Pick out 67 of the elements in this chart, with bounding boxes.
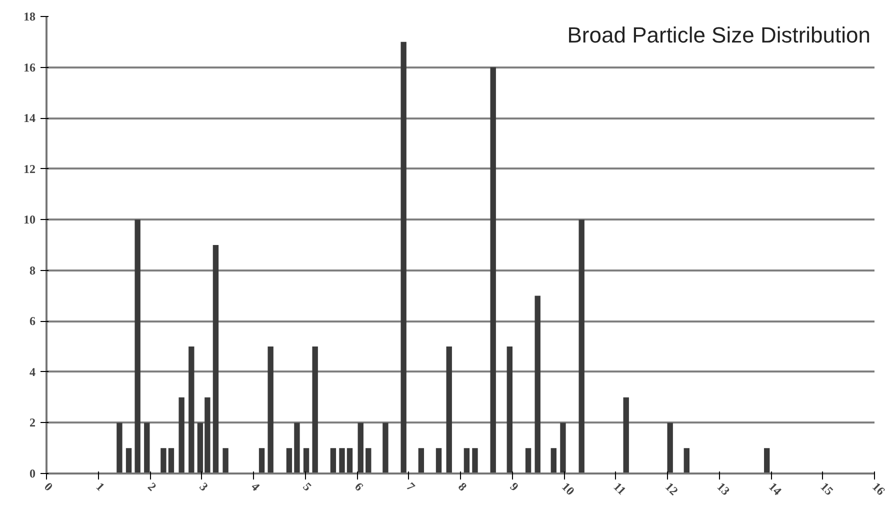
bar <box>116 422 122 474</box>
y-tick-label: 16 <box>24 60 36 74</box>
x-tick-label: 10 <box>559 480 578 498</box>
y-tick-label: 18 <box>24 10 36 24</box>
bar <box>168 448 174 474</box>
bar <box>222 448 228 474</box>
bar <box>366 448 372 474</box>
y-tick-label: 12 <box>24 162 36 176</box>
bar <box>212 245 219 474</box>
bar <box>534 296 540 474</box>
y-tick-label: 2 <box>30 416 36 430</box>
bar <box>400 42 406 474</box>
bar <box>358 422 364 474</box>
x-tick-label: 3 <box>196 480 211 494</box>
bar <box>294 422 300 474</box>
bar <box>258 448 265 474</box>
bar <box>667 422 673 474</box>
bar <box>490 67 496 474</box>
bar <box>339 448 345 474</box>
x-tick-label: 0 <box>42 480 56 494</box>
bar <box>525 448 532 474</box>
bar <box>330 448 336 474</box>
bar <box>268 346 274 474</box>
bar <box>134 220 140 474</box>
y-tick-label: 10 <box>24 212 36 227</box>
x-tick-label: 2 <box>145 480 160 494</box>
bar <box>764 448 770 474</box>
bar <box>578 220 584 474</box>
bar <box>623 397 629 474</box>
bar <box>436 448 442 474</box>
x-tick-label: 1 <box>93 480 108 494</box>
x-tick-label: 11 <box>610 480 629 498</box>
y-tick-label: 8 <box>30 263 36 278</box>
x-tick-label: 13 <box>714 480 733 498</box>
x-tick-label: 14 <box>766 480 784 498</box>
x-tick-label: 5 <box>300 480 314 494</box>
bar <box>178 397 184 474</box>
y-tick-label: 6 <box>30 314 36 328</box>
bar <box>312 346 318 474</box>
x-tick-label: 4 <box>248 480 263 494</box>
bar <box>550 448 556 474</box>
bar <box>418 448 424 474</box>
bar <box>472 448 478 474</box>
y-tick-label: 4 <box>30 364 36 379</box>
bar <box>506 346 513 474</box>
bar <box>446 346 452 474</box>
bar <box>346 448 353 474</box>
bar <box>560 422 566 474</box>
bar <box>684 448 690 474</box>
bar <box>188 346 194 474</box>
x-tick-label: 7 <box>404 480 418 494</box>
chart-title: Broad Particle Size Distribution <box>567 22 871 48</box>
bar <box>286 448 292 474</box>
y-tick-label: 0 <box>30 466 36 480</box>
x-tick-label: 9 <box>507 480 522 494</box>
y-tick-label: 14 <box>24 111 36 126</box>
x-tick-label: 15 <box>818 480 836 498</box>
bar <box>464 448 470 474</box>
x-tick-label: 12 <box>662 480 681 498</box>
x-tick-label: 16 <box>870 480 886 498</box>
x-tick-label: 6 <box>352 480 366 494</box>
bar <box>303 448 310 474</box>
bar <box>126 448 132 474</box>
bar <box>382 422 388 474</box>
bar <box>160 448 166 474</box>
x-tick-label: 8 <box>456 480 470 494</box>
bar <box>144 422 150 474</box>
